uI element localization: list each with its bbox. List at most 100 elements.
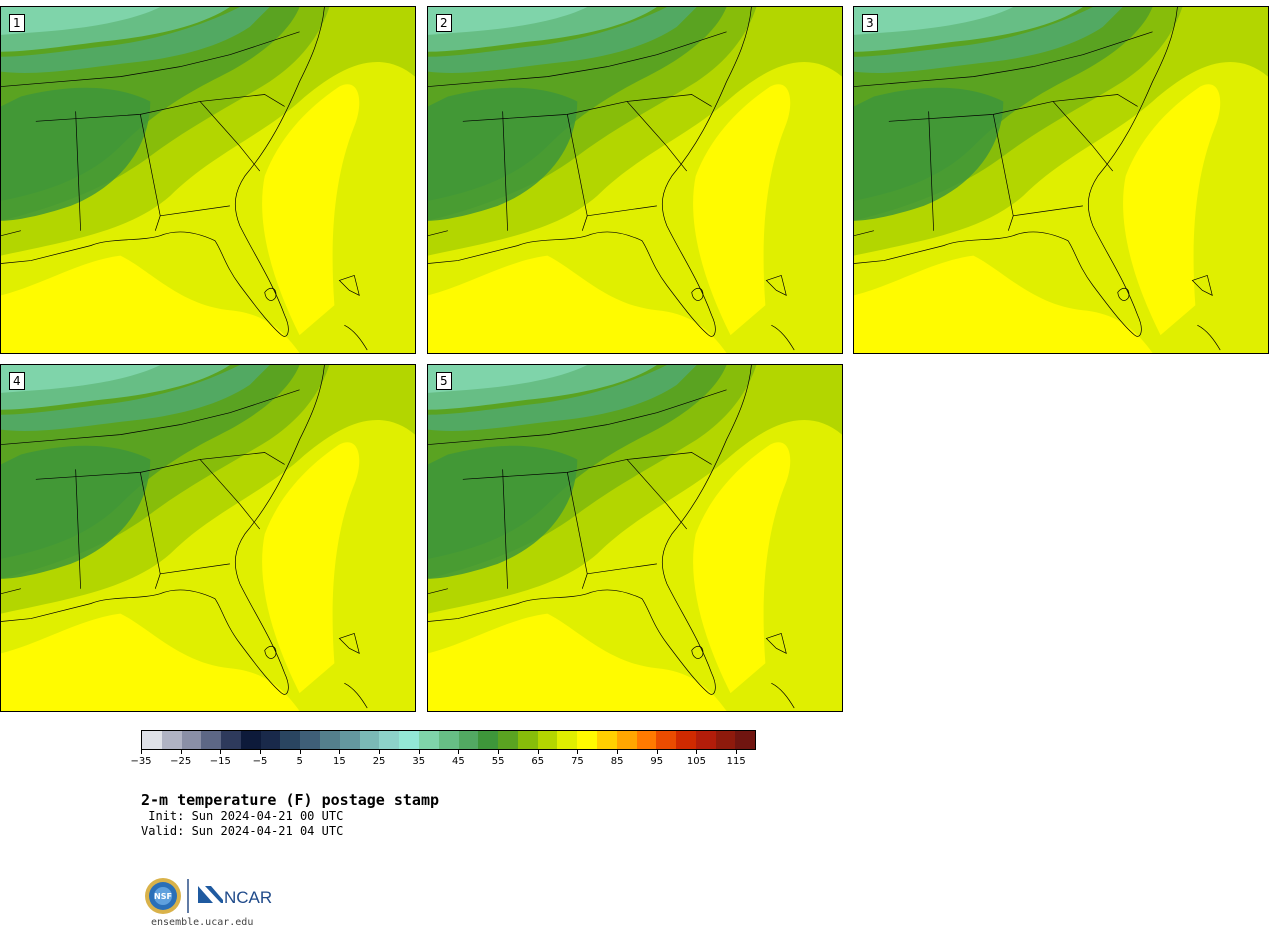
colorbar-swatch	[735, 731, 756, 749]
temperature-band-80	[428, 255, 727, 353]
panel-number: 4	[9, 372, 25, 390]
nsf-seal-icon: NSF	[145, 878, 181, 914]
temperature-band-80	[262, 84, 360, 336]
colorbar-swatch	[161, 731, 182, 749]
colorbar-swatch	[676, 731, 696, 749]
coastline-and-borders	[1, 7, 368, 351]
colorbar-tick	[418, 750, 420, 754]
colorbar-tick	[696, 750, 698, 754]
colorbar-swatch	[695, 731, 716, 749]
colorbar-swatch	[715, 731, 736, 749]
state-border	[502, 111, 508, 231]
state-border	[428, 230, 448, 237]
map-panel-2: 2	[427, 6, 843, 354]
colorbar-tick-label: 105	[686, 756, 707, 767]
temperature-map-5	[428, 365, 842, 711]
coastline	[428, 365, 752, 695]
state-border	[1, 389, 300, 445]
state-border	[502, 469, 508, 589]
state-border	[199, 459, 261, 530]
state-border	[1, 588, 21, 595]
colorbar-tick	[299, 750, 301, 754]
colorbar-tick	[220, 750, 222, 754]
state-border	[854, 230, 874, 237]
lake-outline	[1117, 287, 1130, 301]
colorbar-swatch	[320, 731, 340, 749]
state-border	[160, 563, 230, 575]
temperature-band-80	[1123, 84, 1221, 336]
state-border	[928, 111, 934, 231]
state-border	[462, 94, 712, 122]
temperature-band-80	[693, 442, 791, 694]
colorbar-swatch	[438, 731, 459, 749]
colorbar-swatch	[379, 731, 400, 749]
state-border	[75, 111, 81, 231]
colorbar-swatch	[142, 731, 162, 749]
state-border	[854, 31, 1153, 87]
panel-number: 3	[862, 14, 878, 32]
panel-number: 5	[436, 372, 452, 390]
colorbar-swatch	[359, 731, 380, 749]
colorbar-tick	[736, 750, 738, 754]
coastline-and-borders	[428, 365, 795, 709]
island-outline	[765, 632, 795, 709]
coastline	[854, 7, 1178, 337]
colorbar-tick-label: 75	[571, 756, 584, 767]
island-outline	[765, 274, 795, 351]
nsf-ncar-logo: NSF NCAR	[145, 878, 272, 914]
colorbar-tick-label: 25	[372, 756, 386, 767]
colorbar-swatch	[596, 731, 617, 749]
colorbar-swatch	[339, 731, 360, 749]
temperature-map-4	[1, 365, 415, 711]
colorbar-swatch	[517, 731, 538, 749]
nsf-logo-text: NSF	[154, 892, 172, 901]
colorbar-swatch	[498, 731, 518, 749]
coastline	[1, 7, 325, 337]
figure-title: 2-m temperature (F) postage stamp	[141, 791, 440, 809]
colorbar-tick-label: 45	[452, 756, 465, 767]
lake-outline	[691, 287, 704, 301]
colorbar-swatch	[557, 731, 578, 749]
colorbar-tick-label: 35	[412, 756, 426, 767]
ncar-logo-icon: NCAR	[198, 886, 272, 907]
island-outline	[338, 274, 368, 351]
temperature-band-55	[1, 7, 270, 73]
state-border	[888, 94, 1138, 122]
coastline	[428, 7, 752, 337]
temperature-band-45	[428, 7, 588, 35]
lake-outline	[264, 645, 277, 659]
temperature-map-1	[1, 7, 415, 353]
coastline-and-borders	[1, 365, 368, 709]
colorbar-swatch	[577, 731, 597, 749]
ncar-logo-text: NCAR	[224, 888, 272, 907]
colorbar-swatch	[201, 731, 222, 749]
colorbar-tick-label: 85	[610, 756, 624, 767]
state-border	[1, 230, 21, 237]
temperature-band-80	[854, 255, 1153, 353]
colorbar-tick	[617, 750, 619, 754]
state-border	[160, 205, 230, 217]
colorbar-tick	[180, 750, 182, 754]
state-border	[428, 31, 727, 87]
state-border	[1013, 205, 1083, 217]
lake-outline	[691, 645, 704, 659]
colorbar-swatch	[636, 731, 657, 749]
colorbar-tick	[458, 750, 460, 754]
colorbar-swatch	[478, 731, 499, 749]
colorbar	[141, 730, 756, 750]
coastline-and-borders	[428, 7, 795, 351]
state-border	[1, 31, 300, 87]
colorbar-swatch	[181, 731, 202, 749]
colorbar-tick-label: 15	[333, 756, 346, 767]
panel-number: 2	[436, 14, 452, 32]
colorbar-tick-label: 95	[650, 756, 664, 767]
island-outline	[338, 632, 368, 709]
colorbar-tick-label: 65	[531, 756, 545, 767]
temperature-band-55	[854, 7, 1123, 73]
coastline-and-borders	[854, 7, 1221, 351]
colorbar-swatch	[418, 731, 439, 749]
map-panel-3: 3	[853, 6, 1269, 354]
colorbar-tick-label: −15	[209, 756, 231, 767]
temperature-band-55	[428, 365, 697, 431]
state-border	[75, 469, 81, 589]
